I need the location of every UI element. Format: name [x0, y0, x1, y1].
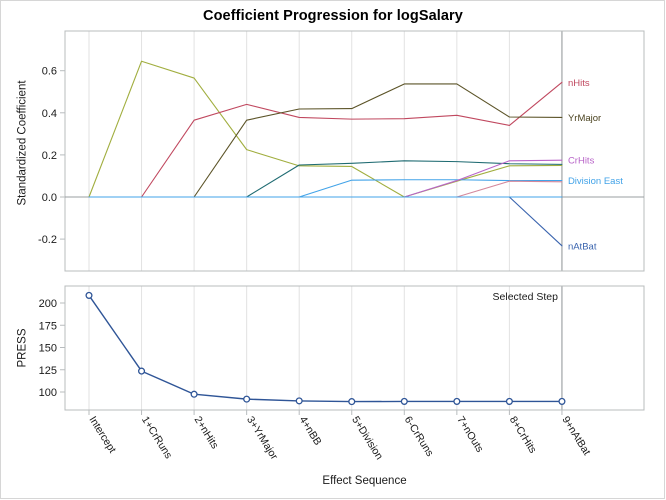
- ytick-label-top-0: 0.6: [42, 66, 57, 78]
- ytick-label-bottom-2: 150: [39, 343, 57, 355]
- press-data-point: [244, 396, 250, 402]
- press-data-point: [401, 399, 407, 405]
- ytick-label-top-4: -0.2: [38, 234, 57, 246]
- plot-area: 0.6 0.4 0.2 0.0 -0.2 nHits YrMajor CrHits Divisi…: [0, 0, 666, 500]
- xtick-label-9-natbat: 9+nAtBat: [559, 414, 592, 457]
- xtick-label-5-division: 5+Division: [349, 414, 385, 462]
- press-data-point: [296, 398, 302, 404]
- xtick-label-7-nouts: 7+nOuts: [454, 414, 485, 454]
- press-data-point: [559, 399, 565, 405]
- ytick-label-bottom-0: 200: [39, 298, 57, 310]
- ytick-label-bottom-1: 175: [39, 320, 57, 332]
- series-end-label-natbat: nAtBat: [568, 241, 597, 252]
- panel-frame-top: [65, 31, 644, 271]
- ytick-label-bottom-3: 125: [39, 365, 57, 377]
- press-data-point: [507, 399, 513, 405]
- series-line-natbat: [89, 197, 562, 246]
- series-end-label-division-east: Division East: [568, 176, 623, 187]
- series-end-label-yrmajor: YrMajor: [568, 113, 601, 124]
- ytick-label-top-2: 0.2: [42, 150, 57, 162]
- panel-frame-bottom: [65, 286, 644, 410]
- xtick-label-1-crruns: 1+CrRuns: [139, 414, 174, 461]
- series-end-label-crhits: CrHits: [568, 156, 595, 167]
- series-end-label-nhits: nHits: [568, 78, 590, 89]
- selected-step-annotation: Selected Step: [493, 291, 559, 303]
- press-data-point: [191, 391, 197, 397]
- press-data-point: [139, 368, 145, 374]
- ytick-label-bottom-4: 100: [39, 387, 57, 399]
- press-line: [89, 295, 562, 401]
- press-data-point: [454, 399, 460, 405]
- ytick-label-top-3: 0.0: [42, 192, 57, 204]
- press-data-point: [349, 399, 355, 405]
- xtick-label-intercept: Intercept: [86, 414, 118, 455]
- ytick-label-top-1: 0.4: [42, 108, 57, 120]
- series-line-crruns: [89, 61, 562, 197]
- figure-canvas: Coefficient Progression for logSalary St…: [0, 0, 666, 500]
- xtick-label-6-crruns: 6-CrRuns: [402, 414, 436, 458]
- press-data-point: [86, 293, 92, 299]
- series-line-division-east: [89, 180, 562, 197]
- x-axis-title: Effect Sequence: [322, 475, 406, 487]
- xtick-label-3-yrmajor: 3+YrMajor: [244, 414, 280, 462]
- xtick-label-2-nhits: 2+nHits: [192, 414, 221, 451]
- xtick-label-8-crhits: 8+CrHits: [507, 414, 539, 455]
- xtick-label-4-nbb: 4+nBB: [297, 414, 324, 447]
